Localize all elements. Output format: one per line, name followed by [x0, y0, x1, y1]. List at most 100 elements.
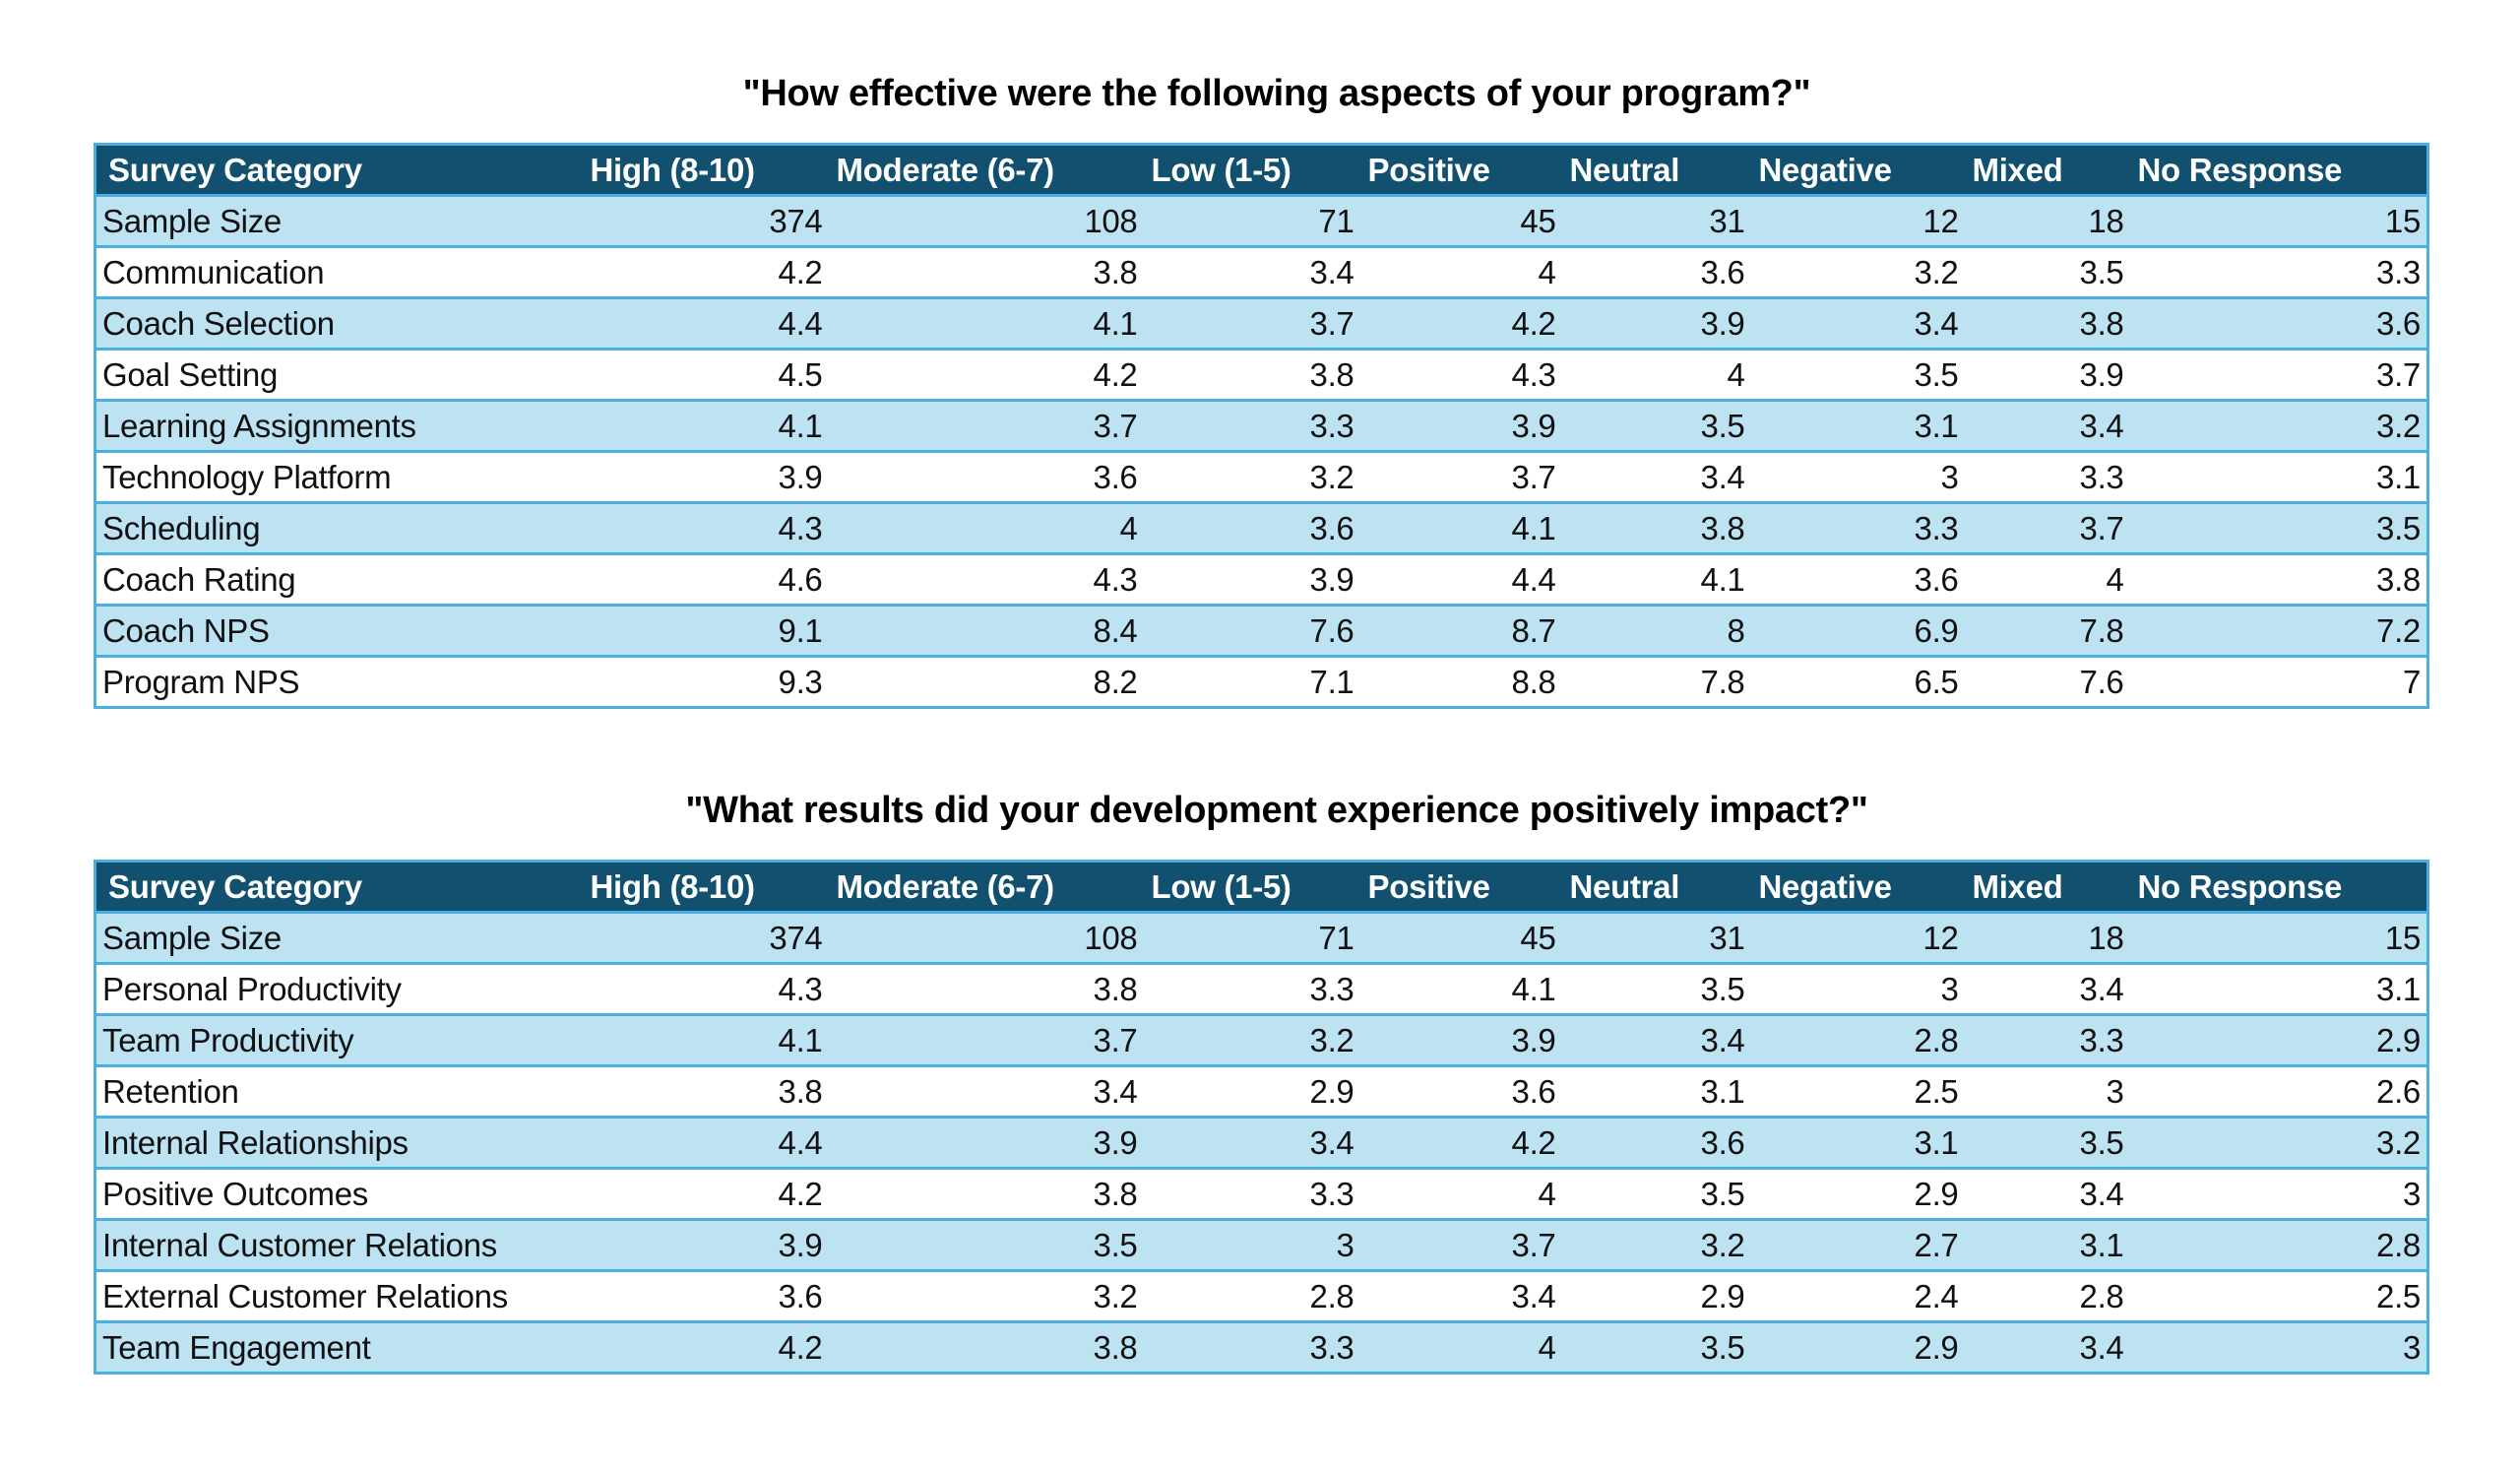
- table-row: Communication 4.2 3.8 3.4 4 3.6 3.2 3.5 3.3: [94, 245, 2428, 298]
- cell-negative: 3.1: [1750, 1116, 1965, 1169]
- row-label: Goal Setting: [94, 348, 583, 401]
- cell-neutral: 3.2: [1561, 1218, 1751, 1271]
- cell-positive: 3.7: [1359, 1218, 1562, 1271]
- cell-moderate-6-7: 4.1: [828, 296, 1144, 350]
- cell-no-response: 7: [2129, 655, 2428, 708]
- row-label: Coach Selection: [94, 296, 583, 350]
- row-label: Team Productivity: [94, 1013, 583, 1066]
- cell-mixed: 3.5: [1964, 245, 2130, 298]
- column-header-low-1-5: Low (1-5): [1143, 861, 1360, 914]
- cell-negative: 2.5: [1750, 1064, 1965, 1118]
- table-row: Goal Setting 4.5 4.2 3.8 4.3 4 3.5 3.9 3.7: [94, 348, 2428, 401]
- column-header-moderate-6-7: Moderate (6-7): [828, 144, 1144, 197]
- cell-low-1-5: 7.1: [1143, 655, 1360, 708]
- column-header-positive: Positive: [1359, 144, 1562, 197]
- table-row: External Customer Relations 3.6 3.2 2.8 3.4 2…: [94, 1269, 2428, 1322]
- row-label: Coach Rating: [94, 552, 583, 606]
- table-row: Personal Productivity 4.3 3.8 3.3 4.1 3.5 3 3.4…: [94, 962, 2428, 1015]
- table-row: Program NPS 9.3 8.2 7.1 8.8 7.8 6.5 7.6 7: [94, 655, 2428, 708]
- cell-positive: 4.2: [1359, 1116, 1562, 1169]
- cell-negative: 3.5: [1750, 348, 1965, 401]
- cell-low-1-5: 71: [1143, 194, 1360, 247]
- header-row: Survey Category High (8-10) Moderate (6-7)…: [94, 144, 2428, 197]
- column-header-negative: Negative: [1750, 144, 1965, 197]
- table-row: Learning Assignments 4.1 3.7 3.3 3.9 3.5 3.1 3.…: [94, 399, 2428, 452]
- cell-no-response: 2.5: [2129, 1269, 2428, 1322]
- row-label: Retention: [94, 1064, 583, 1118]
- cell-low-1-5: 3.3: [1143, 1320, 1360, 1374]
- column-header-survey-category: Survey Category: [94, 861, 583, 914]
- table-row: Coach Rating 4.6 4.3 3.9 4.4 4.1 3.6 4 3.8: [94, 552, 2428, 606]
- row-label: Team Engagement: [94, 1320, 583, 1374]
- cell-high-8-10: 4.2: [582, 1167, 829, 1220]
- cell-low-1-5: 3.4: [1143, 1116, 1360, 1169]
- cell-negative: 3: [1750, 962, 1965, 1015]
- column-header-low-1-5: Low (1-5): [1143, 144, 1360, 197]
- cell-neutral: 3.1: [1561, 1064, 1751, 1118]
- cell-moderate-6-7: 3.9: [828, 1116, 1144, 1169]
- cell-no-response: 3.5: [2129, 501, 2428, 554]
- cell-negative: 2.4: [1750, 1269, 1965, 1322]
- cell-low-1-5: 3: [1143, 1218, 1360, 1271]
- cell-negative: 6.5: [1750, 655, 1965, 708]
- cell-neutral: 3.5: [1561, 399, 1751, 452]
- table-row: Coach NPS 9.1 8.4 7.6 8.7 8 6.9 7.8 7.2: [94, 604, 2428, 657]
- column-header-neutral: Neutral: [1561, 861, 1751, 914]
- cell-no-response: 3.6: [2129, 296, 2428, 350]
- cell-moderate-6-7: 3.7: [828, 399, 1144, 452]
- cell-positive: 4: [1359, 245, 1562, 298]
- row-label: Sample Size: [94, 911, 583, 964]
- row-label: Internal Customer Relations: [94, 1218, 583, 1271]
- cell-negative: 3.1: [1750, 399, 1965, 452]
- cell-high-8-10: 374: [582, 194, 829, 247]
- cell-high-8-10: 4.4: [582, 296, 829, 350]
- row-label: Technology Platform: [94, 450, 583, 503]
- cell-high-8-10: 4.6: [582, 552, 829, 606]
- cell-low-1-5: 71: [1143, 911, 1360, 964]
- table-row: Technology Platform 3.9 3.6 3.2 3.7 3.4 3 3.3 3.…: [94, 450, 2428, 503]
- cell-moderate-6-7: 3.8: [828, 962, 1144, 1015]
- cell-mixed: 3.5: [1964, 1116, 2130, 1169]
- cell-high-8-10: 4.4: [582, 1116, 829, 1169]
- table-title: "How effective were the following aspect…: [742, 73, 1811, 114]
- cell-low-1-5: 3.9: [1143, 552, 1360, 606]
- cell-neutral: 3.9: [1561, 296, 1751, 350]
- cell-low-1-5: 3.2: [1143, 450, 1360, 503]
- cell-moderate-6-7: 4: [828, 501, 1144, 554]
- cell-no-response: 2.8: [2129, 1218, 2428, 1271]
- cell-mixed: 3.9: [1964, 348, 2130, 401]
- cell-positive: 4.2: [1359, 296, 1562, 350]
- cell-mixed: 18: [1964, 194, 2130, 247]
- row-label: Internal Relationships: [94, 1116, 583, 1169]
- cell-neutral: 4: [1561, 348, 1751, 401]
- column-header-no-response: No Response: [2129, 144, 2428, 197]
- cell-neutral: 3.4: [1561, 1013, 1751, 1066]
- cell-high-8-10: 4.1: [582, 1013, 829, 1066]
- cell-high-8-10: 4.3: [582, 501, 829, 554]
- cell-positive: 45: [1359, 911, 1562, 964]
- row-label: Coach NPS: [94, 604, 583, 657]
- column-header-mixed: Mixed: [1964, 861, 2130, 914]
- column-header-moderate-6-7: Moderate (6-7): [828, 861, 1144, 914]
- cell-negative: 3: [1750, 450, 1965, 503]
- cell-neutral: 7.8: [1561, 655, 1751, 708]
- cell-moderate-6-7: 3.2: [828, 1269, 1144, 1322]
- cell-mixed: 18: [1964, 911, 2130, 964]
- cell-negative: 3.2: [1750, 245, 1965, 298]
- cell-high-8-10: 3.9: [582, 1218, 829, 1271]
- column-header-negative: Negative: [1750, 861, 1965, 914]
- table-row: Team Productivity 4.1 3.7 3.2 3.9 3.4 2.8 3.3 2.…: [94, 1013, 2428, 1066]
- survey-table-effectiveness: Survey Category High (8-10) Moderate (6-7)…: [94, 143, 2429, 709]
- cell-mixed: 2.8: [1964, 1269, 2130, 1322]
- cell-high-8-10: 3.9: [582, 450, 829, 503]
- cell-mixed: 3.8: [1964, 296, 2130, 350]
- table-row: Internal Relationships 4.4 3.9 3.4 4.2 3.6 3.1…: [94, 1116, 2428, 1169]
- table-row: Sample Size 374 108 71 45 31 12 18 15: [94, 911, 2428, 964]
- row-label: Scheduling: [94, 501, 583, 554]
- cell-low-1-5: 3.7: [1143, 296, 1360, 350]
- column-header-high-8-10: High (8-10): [582, 144, 829, 197]
- cell-no-response: 3.8: [2129, 552, 2428, 606]
- cell-neutral: 2.9: [1561, 1269, 1751, 1322]
- cell-low-1-5: 3.3: [1143, 399, 1360, 452]
- cell-positive: 4.4: [1359, 552, 1562, 606]
